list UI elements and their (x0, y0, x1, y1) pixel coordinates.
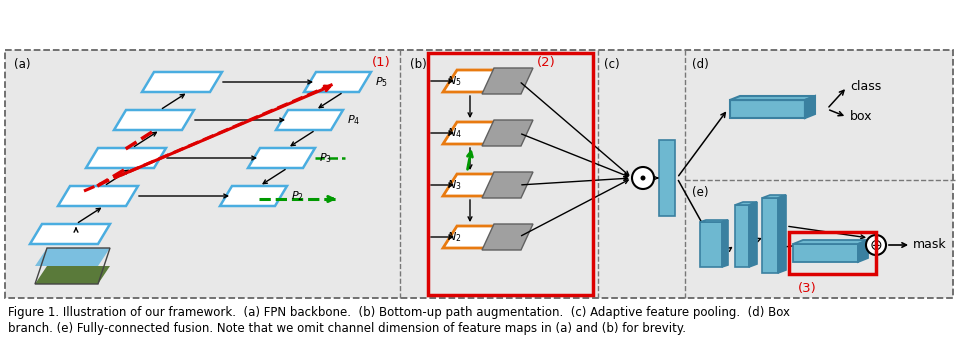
Circle shape (641, 175, 646, 181)
Bar (5, 50, 953, 298)
Text: (a): (a) (14, 58, 31, 71)
Polygon shape (58, 186, 138, 206)
Polygon shape (443, 70, 519, 92)
Polygon shape (793, 240, 868, 244)
Polygon shape (443, 174, 519, 196)
Polygon shape (749, 202, 757, 267)
Polygon shape (86, 148, 166, 168)
Text: $P_3$: $P_3$ (319, 151, 332, 165)
Polygon shape (443, 122, 519, 144)
Polygon shape (730, 96, 815, 100)
Polygon shape (722, 220, 728, 267)
Circle shape (866, 235, 886, 255)
Text: branch. (e) Fully-connected fusion. Note that we omit channel dimension of featu: branch. (e) Fully-connected fusion. Note… (8, 322, 686, 335)
Polygon shape (114, 110, 194, 130)
Polygon shape (35, 266, 110, 284)
Polygon shape (482, 120, 533, 146)
Polygon shape (700, 222, 722, 267)
Polygon shape (735, 205, 749, 267)
Polygon shape (858, 240, 868, 262)
Polygon shape (762, 195, 786, 198)
Polygon shape (30, 224, 110, 244)
Polygon shape (443, 226, 519, 248)
Bar (428, 53, 593, 295)
Polygon shape (482, 68, 533, 94)
Text: (c): (c) (604, 58, 620, 71)
Text: (e): (e) (692, 186, 709, 199)
Polygon shape (276, 110, 343, 130)
Polygon shape (304, 72, 371, 92)
Polygon shape (778, 195, 786, 273)
Bar (789, 232, 876, 274)
Text: $P_5$: $P_5$ (375, 75, 388, 89)
Polygon shape (482, 224, 533, 250)
Text: $N_4$: $N_4$ (447, 126, 462, 140)
Polygon shape (700, 220, 728, 222)
Text: $P_4$: $P_4$ (347, 113, 360, 127)
Polygon shape (220, 186, 287, 206)
Text: (3): (3) (798, 282, 817, 295)
Text: $N_3$: $N_3$ (447, 178, 462, 192)
Text: (1): (1) (373, 56, 391, 69)
Polygon shape (805, 96, 815, 118)
Text: $\oplus$: $\oplus$ (869, 238, 882, 252)
Text: (b): (b) (410, 58, 426, 71)
Text: (d): (d) (692, 58, 709, 71)
Polygon shape (142, 72, 222, 92)
Text: class: class (850, 80, 881, 93)
Polygon shape (248, 148, 315, 168)
Text: $N_2$: $N_2$ (447, 230, 462, 244)
Circle shape (632, 167, 654, 189)
Polygon shape (482, 172, 533, 198)
Polygon shape (35, 248, 110, 266)
Text: (2): (2) (537, 56, 556, 69)
Polygon shape (730, 100, 805, 118)
Text: $P_2$: $P_2$ (291, 189, 304, 203)
Text: $N_5$: $N_5$ (447, 74, 462, 88)
Text: Figure 1. Illustration of our framework.  (a) FPN backbone.  (b) Bottom-up path : Figure 1. Illustration of our framework.… (8, 306, 790, 319)
Polygon shape (762, 198, 778, 273)
Text: box: box (850, 111, 873, 124)
Bar (659, 140, 675, 216)
Polygon shape (735, 202, 757, 205)
Text: mask: mask (913, 238, 947, 252)
Polygon shape (793, 244, 858, 262)
